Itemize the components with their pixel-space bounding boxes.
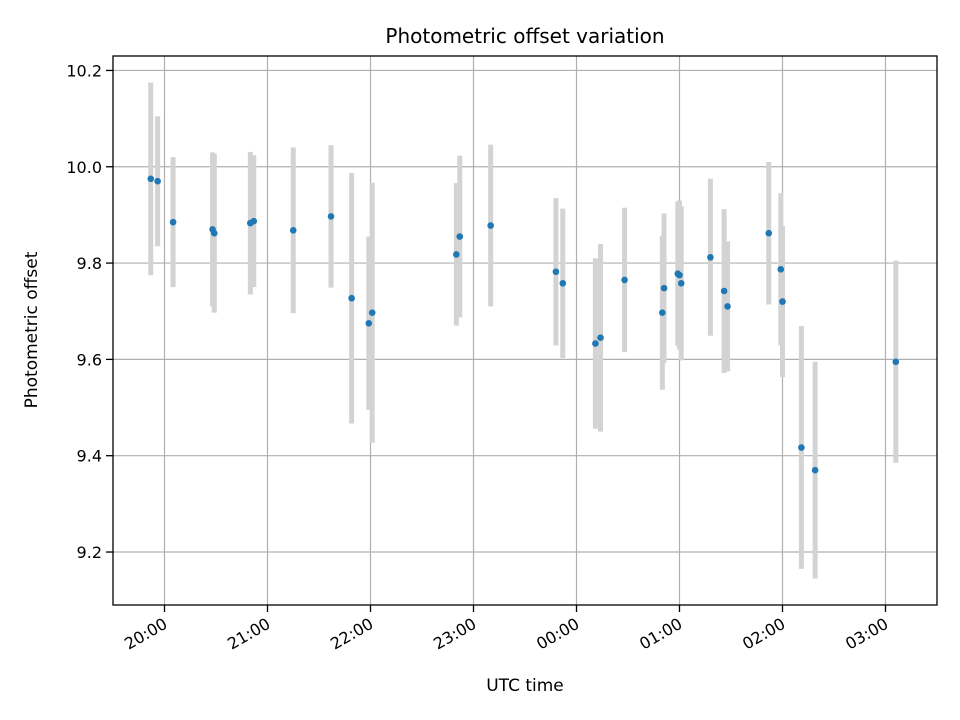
data-point [453,251,460,258]
data-point [811,466,819,474]
data-point [456,233,464,240]
data-point [368,309,376,316]
data-point [677,280,685,287]
data-point [327,213,335,220]
data-point [210,229,218,237]
data-point [660,284,668,292]
x-tick-label: 21:00 [224,614,273,654]
y-tick-label: 10.2 [66,61,102,80]
data-point [365,319,373,327]
data-point [348,294,355,302]
data-point [659,309,666,316]
y-tick-label: 9.2 [77,543,102,562]
data-point [676,271,683,279]
y-axis-ticks: 9.2 9.4 9.6 9.8 10.0 10.2 [66,61,113,562]
y-tick-label: 9.4 [77,447,102,466]
x-tick-label: 03:00 [842,614,891,654]
data-point [592,340,599,347]
data-point [724,303,731,310]
data-point [892,358,900,366]
y-axis-label: Photometric offset [22,251,42,408]
x-tick-label: 22:00 [327,614,376,654]
data-point [559,280,567,287]
data-points [147,175,900,474]
chart-title: Photometric offset variation [385,24,664,48]
x-axis-label: UTC time [486,676,564,696]
y-tick-label: 9.6 [77,350,102,369]
x-axis-ticks: 20:00 21:00 22:00 23:00 00:00 01:00 02:00 03:00 [121,605,892,654]
data-point [154,177,161,185]
y-tick-label: 9.8 [77,254,102,273]
data-point [169,218,177,226]
data-point [621,276,628,284]
plot-frame [112,55,938,606]
data-point [250,217,258,225]
data-point [707,253,714,261]
x-tick-label: 01:00 [636,614,685,654]
data-point [487,222,494,229]
x-tick-label: 23:00 [430,614,479,654]
x-tick-label: 00:00 [533,614,582,654]
data-point [147,175,155,183]
data-point [720,287,728,295]
data-point [777,266,785,273]
data-point [552,268,560,276]
error-bars [148,82,899,579]
data-point [289,227,297,234]
y-tick-label: 10.0 [66,158,102,177]
data-point [765,229,773,237]
data-point [597,334,604,342]
x-tick-label: 02:00 [739,614,788,654]
data-point [779,298,786,305]
x-tick-label: 20:00 [121,614,170,654]
data-point [798,444,805,451]
